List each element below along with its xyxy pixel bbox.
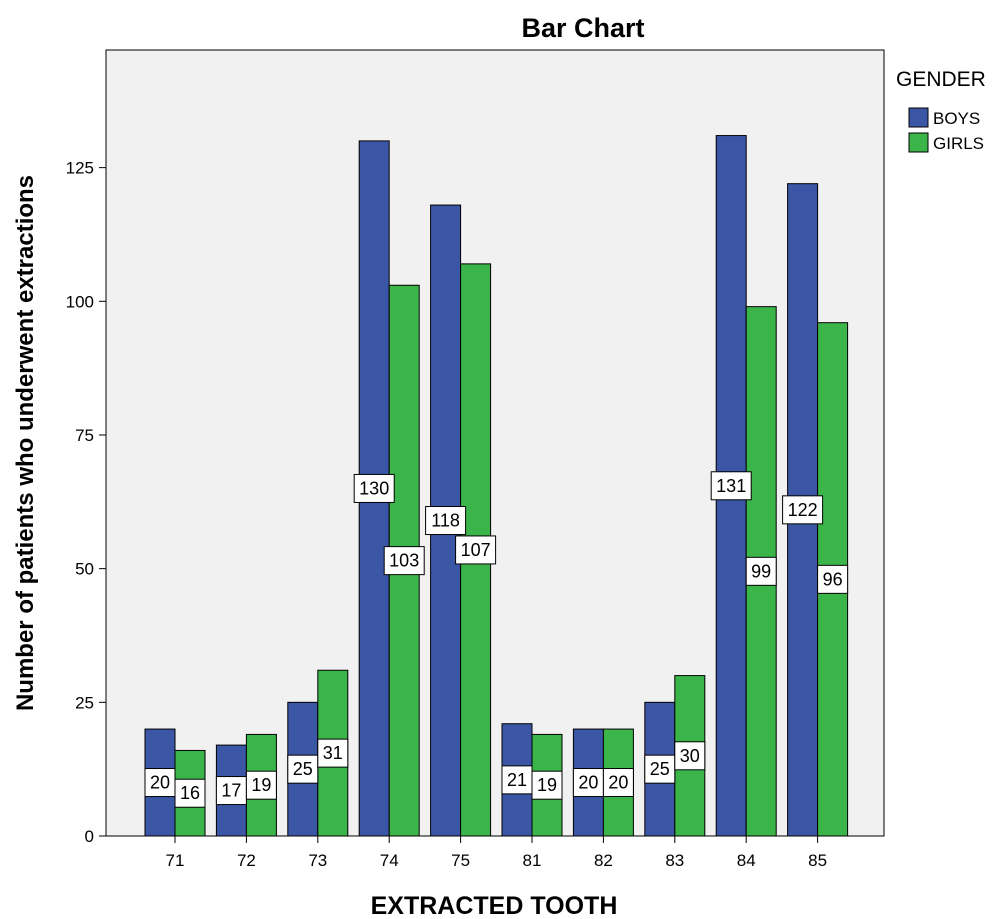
data-label-box bbox=[710, 471, 752, 501]
x-tick-label: 85 bbox=[808, 851, 827, 870]
x-tick-label: 72 bbox=[237, 851, 256, 870]
data-label-boys-74: 130 bbox=[359, 478, 389, 498]
y-tick-label: 50 bbox=[75, 560, 94, 579]
data-label-box bbox=[353, 473, 395, 503]
y-tick-label: 100 bbox=[66, 292, 94, 311]
data-label-girls-81: 19 bbox=[537, 775, 557, 795]
y-axis-label: Number of patients who underwent extract… bbox=[12, 175, 39, 711]
data-label-girls-71: 16 bbox=[180, 783, 200, 803]
x-axis: 71 72 73 74 75 81 82 83 84 85 bbox=[166, 836, 827, 870]
x-tick-label: 73 bbox=[308, 851, 327, 870]
x-tick-label: 75 bbox=[451, 851, 470, 870]
chart-title: Bar Chart bbox=[521, 13, 644, 43]
data-label-boys-73: 25 bbox=[293, 759, 313, 779]
data-label-girls-73: 31 bbox=[323, 743, 343, 763]
data-label-boys-71: 20 bbox=[150, 773, 170, 793]
y-tick-label: 75 bbox=[75, 426, 94, 445]
x-axis-label: EXTRACTED TOOTH bbox=[371, 892, 618, 919]
data-label-girls-82: 20 bbox=[608, 773, 628, 793]
legend: GENDER BOYS GIRLS bbox=[896, 68, 986, 153]
legend-swatch-boys bbox=[908, 107, 929, 128]
data-label-boys-75: 118 bbox=[431, 511, 460, 531]
data-label-girls-85: 96 bbox=[823, 569, 843, 589]
data-label-boys-72: 17 bbox=[221, 781, 241, 801]
data-label-girls-83: 30 bbox=[680, 746, 700, 766]
y-tick-label: 125 bbox=[66, 159, 94, 178]
data-label-box bbox=[745, 556, 777, 586]
x-tick-label: 74 bbox=[380, 851, 399, 870]
x-tick-label: 71 bbox=[166, 851, 185, 870]
data-label-box bbox=[602, 768, 634, 798]
y-axis: 0 25 50 75 100 125 bbox=[66, 159, 106, 846]
data-label-box bbox=[644, 754, 676, 784]
data-label-box bbox=[383, 546, 425, 576]
y-tick-label: 25 bbox=[75, 693, 94, 712]
legend-label-boys: BOYS bbox=[933, 109, 980, 128]
data-label-girls-72: 19 bbox=[251, 775, 271, 795]
data-label-box bbox=[174, 778, 206, 808]
legend-label-girls: GIRLS bbox=[933, 134, 984, 153]
x-tick-label: 81 bbox=[523, 851, 542, 870]
data-label-box bbox=[144, 768, 176, 798]
data-label-box bbox=[287, 754, 319, 784]
legend-title: GENDER bbox=[896, 68, 986, 91]
data-label-box bbox=[782, 495, 824, 525]
data-label-girls-74: 103 bbox=[389, 551, 419, 571]
x-tick-label: 82 bbox=[594, 851, 613, 870]
y-tick-label: 0 bbox=[85, 827, 94, 846]
data-label-box bbox=[674, 741, 706, 771]
legend-swatch-girls bbox=[908, 132, 929, 153]
data-label-box bbox=[501, 765, 533, 795]
x-tick-label: 83 bbox=[665, 851, 684, 870]
data-label-girls-84: 99 bbox=[751, 561, 771, 581]
data-label-boys-85: 122 bbox=[788, 500, 818, 520]
data-label-boys-84: 131 bbox=[716, 476, 746, 496]
data-label-box bbox=[531, 770, 563, 800]
data-label-box bbox=[245, 770, 277, 800]
data-label-boys-81: 21 bbox=[507, 770, 527, 790]
x-tick-label: 84 bbox=[737, 851, 756, 870]
data-label-boys-83: 25 bbox=[650, 759, 670, 779]
data-label-box bbox=[425, 506, 467, 536]
data-label-box bbox=[817, 564, 849, 594]
data-label-girls-75: 107 bbox=[461, 540, 491, 560]
data-label-box bbox=[572, 768, 604, 798]
data-label-box bbox=[317, 738, 349, 768]
data-label-boys-82: 20 bbox=[578, 773, 598, 793]
data-label-box bbox=[455, 535, 497, 565]
